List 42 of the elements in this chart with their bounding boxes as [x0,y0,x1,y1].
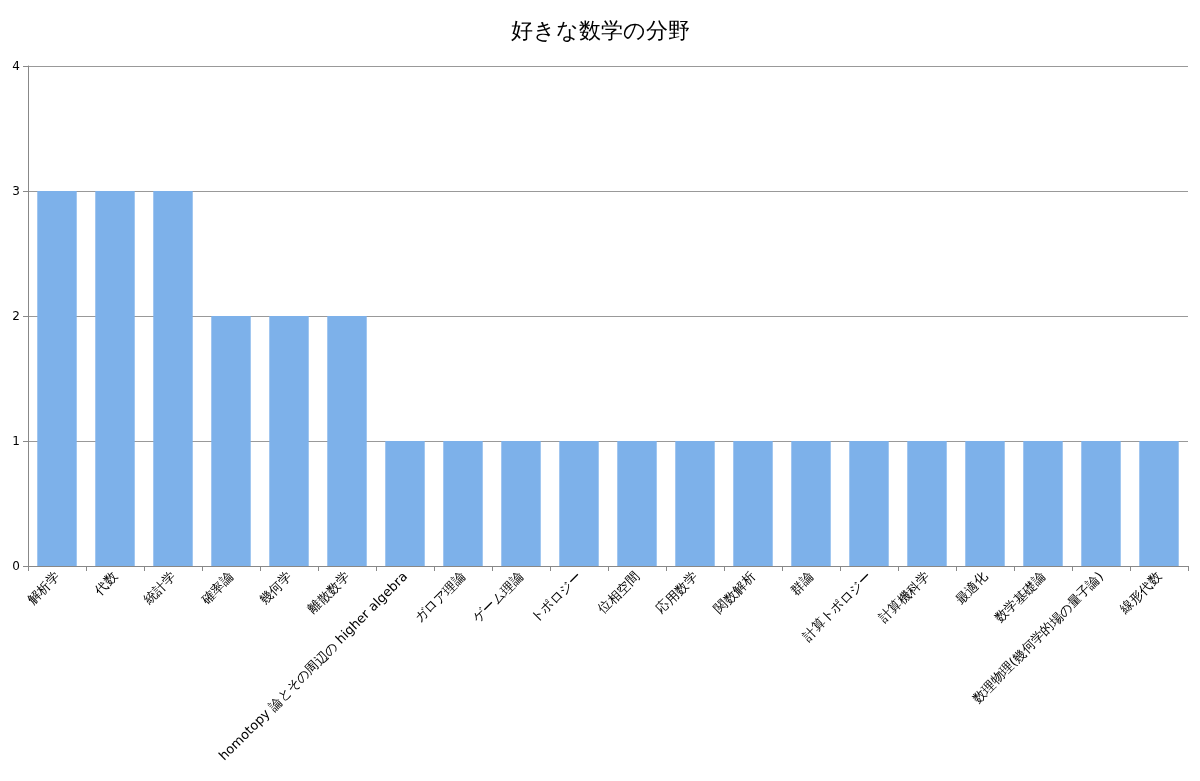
chart-title: 好きな数学の分野 [510,17,690,43]
bar [1023,441,1063,566]
bar [153,191,193,566]
bar [443,441,483,566]
x-tick-label: 計算機科学 [875,568,933,626]
bar [791,441,831,566]
x-tick-label: 代数 [90,568,121,599]
y-tick-label: 1 [12,434,20,448]
bar [1081,441,1121,566]
x-tick-label: 統計学 [140,568,179,607]
bar [269,316,309,566]
bar [617,441,657,566]
bar [907,441,947,566]
x-tick-label: ガロア理論 [411,568,469,626]
x-tick-label: 関数解析 [710,568,759,617]
x-tick-label: 最適化 [952,568,991,607]
bar [849,441,889,566]
bar [95,191,135,566]
bar [385,441,425,566]
bar [1139,441,1179,566]
y-tick-label: 4 [12,59,20,73]
x-tick-label: ゲーム理論 [469,568,527,626]
bar [501,441,541,566]
x-tick-label: 離散数学 [304,568,353,617]
y-tick-label: 2 [12,309,20,323]
x-tick-label: 線形代数 [1116,568,1165,617]
bar [559,441,599,566]
bar [327,316,367,566]
y-tick-label: 3 [12,184,20,198]
bar [211,316,251,566]
x-tick-label: 位相空間 [594,568,643,617]
bar [675,441,715,566]
x-tick-label: 確率論 [197,568,237,608]
x-tick-label: 群論 [787,568,817,598]
bar [965,441,1005,566]
x-tick-label: 解析学 [24,568,63,607]
x-tick-label: トポロジー [527,568,585,626]
x-tick-label: 応用数学 [652,568,701,617]
x-tick-label: 幾何学 [256,568,295,607]
y-tick-label: 0 [12,559,20,573]
bar [733,441,773,566]
bar [37,191,77,566]
